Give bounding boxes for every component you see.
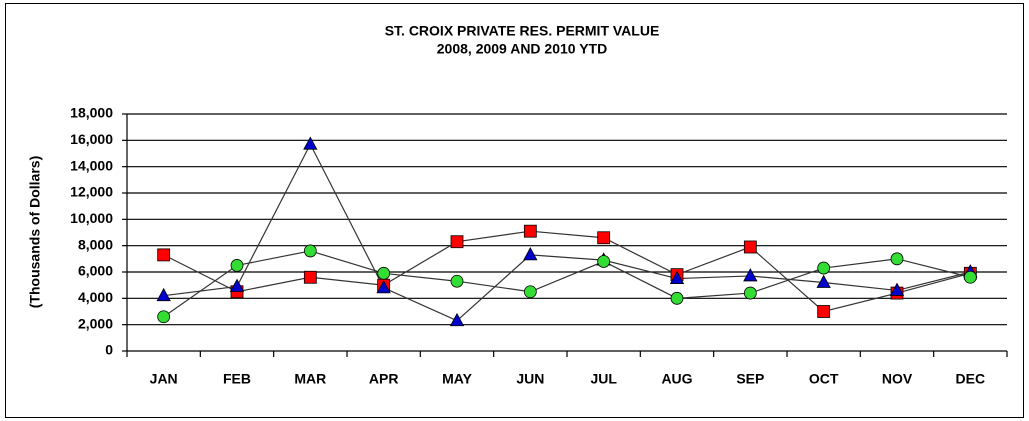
marker — [157, 310, 171, 324]
marker — [157, 248, 171, 262]
x-tick-label: MAR — [294, 371, 326, 387]
marker — [743, 286, 757, 300]
chart-subtitle: 2008, 2009 AND 2010 YTD — [437, 41, 607, 57]
chart-title: ST. CROIX PRIVATE RES. PERMIT VALUE — [385, 23, 660, 39]
y-tick-label: 8,000 — [78, 236, 113, 252]
marker — [523, 285, 537, 299]
marker — [303, 244, 317, 258]
marker — [450, 274, 464, 288]
marker — [597, 231, 611, 245]
marker — [376, 279, 391, 294]
y-tick-label: 18,000 — [70, 105, 113, 121]
marker — [377, 266, 391, 280]
marker — [669, 270, 685, 284]
y-tick-label: 14,000 — [70, 157, 113, 173]
y-tick-label: 4,000 — [78, 289, 113, 305]
x-tick-label: OCT — [809, 371, 839, 387]
x-tick-label: SEP — [736, 371, 764, 387]
marker — [816, 274, 831, 288]
marker — [229, 278, 245, 292]
marker — [523, 224, 537, 238]
marker — [817, 305, 831, 318]
marker — [963, 270, 977, 284]
marker — [303, 270, 317, 284]
y-tick-label: 16,000 — [70, 131, 113, 147]
x-tick-label: DEC — [956, 371, 986, 387]
series-line — [163, 230, 971, 313]
marker — [450, 235, 464, 249]
marker — [597, 255, 611, 268]
series-line — [163, 250, 971, 318]
x-tick-label: AUG — [661, 371, 692, 387]
marker — [303, 136, 318, 150]
x-tick-label: FEB — [223, 371, 251, 387]
y-tick-label: 6,000 — [78, 263, 113, 279]
marker — [523, 247, 538, 261]
series-line — [163, 142, 971, 322]
x-tick-label: MAY — [442, 371, 472, 387]
marker — [230, 259, 244, 272]
marker — [817, 261, 831, 275]
x-tick-label: NOV — [882, 371, 913, 387]
y-tick-label: 0 — [105, 342, 113, 358]
marker — [670, 291, 684, 305]
y-tick-label: 10,000 — [70, 210, 113, 226]
marker — [156, 287, 171, 302]
y-axis-label: (Thousands of Dollars) — [27, 156, 43, 308]
marker — [743, 240, 757, 254]
marker — [890, 252, 904, 266]
x-tick-label: JUL — [590, 371, 617, 387]
x-tick-label: JUN — [516, 371, 544, 387]
marker — [889, 282, 905, 296]
chart-border — [5, 3, 1024, 418]
x-tick-label: JAN — [150, 371, 178, 387]
y-tick-label: 12,000 — [70, 184, 113, 200]
x-tick-label: APR — [369, 371, 399, 387]
marker — [743, 268, 758, 282]
marker — [449, 312, 465, 327]
y-tick-label: 2,000 — [78, 315, 113, 331]
